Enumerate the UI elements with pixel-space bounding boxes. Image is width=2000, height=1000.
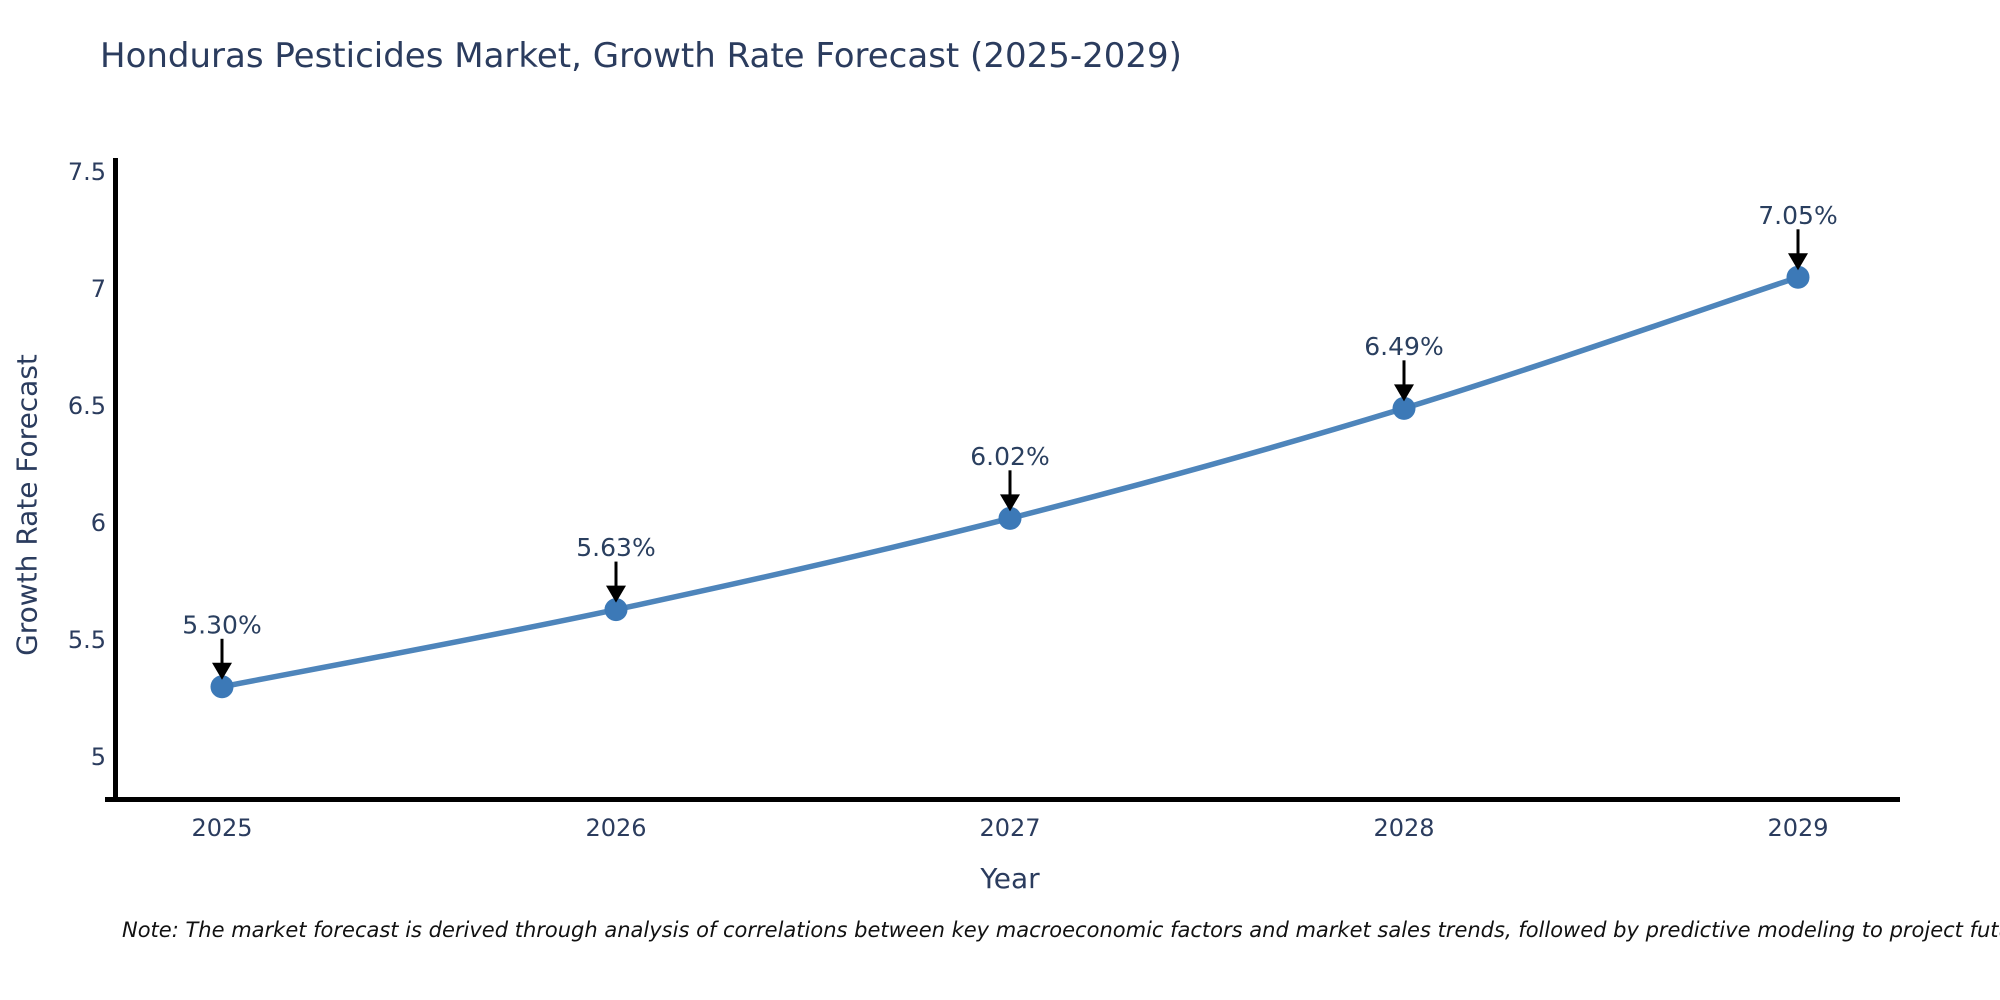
annotation-label: 6.49%: [1364, 332, 1443, 361]
data-point-marker: [210, 675, 234, 699]
annotation-label: 5.30%: [182, 610, 261, 639]
y-tick-label: 5.5: [68, 626, 106, 654]
data-point-marker: [1786, 265, 1810, 289]
annotation-label: 6.02%: [970, 442, 1049, 471]
data-point-marker: [998, 506, 1022, 530]
annotation-arrow-head: [606, 585, 626, 603]
y-tick-label: 7.5: [68, 158, 106, 186]
x-tick-label: 2029: [1767, 814, 1828, 842]
x-tick-label: 2025: [191, 814, 252, 842]
chart-title: Honduras Pesticides Market, Growth Rate …: [100, 36, 1182, 76]
y-tick-label: 6.5: [68, 392, 106, 420]
annotation-arrow-head: [212, 662, 232, 680]
y-tick-label: 7: [91, 275, 106, 303]
annotation-arrow-head: [1394, 384, 1414, 402]
x-axis-title: Year: [980, 862, 1040, 895]
annotation-arrow-head: [1000, 494, 1020, 512]
annotation-label: 7.05%: [1758, 201, 1837, 230]
y-tick-label: 6: [91, 509, 106, 537]
footnote: Note: The market forecast is derived thr…: [122, 918, 2000, 942]
x-tick-label: 2028: [1373, 814, 1434, 842]
x-tick-label: 2026: [585, 814, 646, 842]
data-point-marker: [1392, 396, 1416, 420]
x-tick-label: 2027: [979, 814, 1040, 842]
annotation-label: 5.63%: [576, 533, 655, 562]
annotation-arrow-head: [1788, 253, 1808, 271]
y-tick-label: 5: [91, 743, 106, 771]
data-point-marker: [604, 598, 628, 622]
